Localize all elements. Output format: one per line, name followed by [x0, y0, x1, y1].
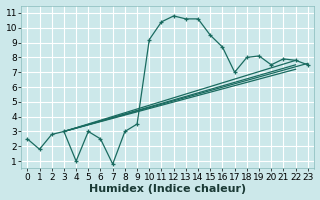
X-axis label: Humidex (Indice chaleur): Humidex (Indice chaleur) [89, 184, 246, 194]
